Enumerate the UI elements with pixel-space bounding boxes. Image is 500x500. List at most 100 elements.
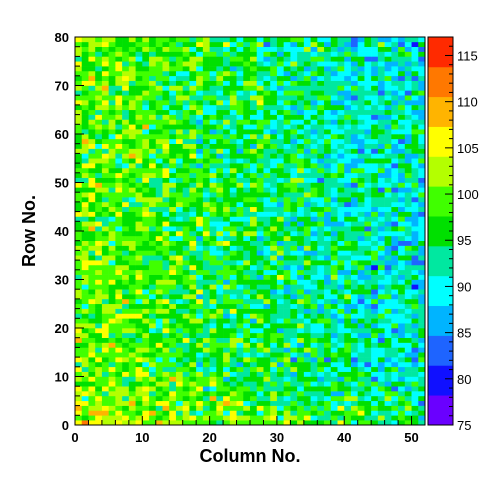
heatmap-cell <box>115 51 123 57</box>
heatmap-cell <box>229 51 237 57</box>
heatmap-cell <box>344 211 352 217</box>
heatmap-cell <box>162 405 170 411</box>
heatmap-cell <box>162 323 170 329</box>
heatmap-cell <box>324 298 332 305</box>
heatmap-cell <box>324 400 332 406</box>
heatmap-cell <box>81 172 89 178</box>
heatmap-cell <box>135 255 143 261</box>
heatmap-cell <box>149 100 157 106</box>
heatmap-cell <box>337 347 345 353</box>
heatmap-cell <box>108 124 116 130</box>
heatmap-cell <box>149 163 157 169</box>
heatmap-cell <box>236 80 244 86</box>
heatmap-cell <box>290 269 298 275</box>
heatmap-cell <box>175 376 183 382</box>
heatmap-cell <box>391 284 399 290</box>
heatmap-cell <box>229 70 237 77</box>
heatmap-cell <box>270 124 278 130</box>
heatmap-cell <box>196 167 204 174</box>
heatmap-cell <box>88 376 96 382</box>
heatmap-cell <box>128 323 136 329</box>
heatmap-cell <box>371 386 379 392</box>
heatmap-cell <box>128 163 136 169</box>
heatmap-cell <box>384 61 392 67</box>
heatmap-cell <box>223 192 231 198</box>
heatmap-cell <box>95 366 103 372</box>
heatmap-cell <box>324 51 332 57</box>
heatmap-cell <box>189 138 197 144</box>
heatmap-cell <box>202 298 210 305</box>
heatmap-cell <box>101 226 109 232</box>
heatmap-cell <box>81 114 89 120</box>
heatmap-cell <box>223 134 231 140</box>
heatmap-cell <box>189 240 197 246</box>
heatmap-cell <box>135 332 143 338</box>
heatmap-cell <box>317 415 325 421</box>
heatmap-cell <box>196 70 204 77</box>
heatmap-cell <box>391 75 399 81</box>
heatmap-cell <box>297 37 305 43</box>
heatmap-cell <box>223 100 231 106</box>
heatmap-cell <box>297 328 305 334</box>
heatmap-cell <box>250 90 258 96</box>
heatmap-cell <box>391 90 399 96</box>
heatmap-cell <box>276 250 284 256</box>
heatmap-cell <box>357 216 365 222</box>
heatmap-cell <box>162 303 170 309</box>
heatmap-cell <box>283 148 291 154</box>
heatmap-cell <box>135 361 143 368</box>
heatmap-cell <box>122 415 130 421</box>
heatmap-cell <box>101 245 109 251</box>
heatmap-cell <box>310 226 318 232</box>
heatmap-cell <box>290 376 298 382</box>
heatmap-cell <box>243 216 251 222</box>
heatmap-cell <box>196 158 204 164</box>
heatmap-cell <box>350 192 358 198</box>
heatmap-cell <box>317 391 325 397</box>
heatmap-cell <box>256 226 264 232</box>
heatmap-cell <box>371 231 379 237</box>
heatmap-cell <box>223 284 231 290</box>
heatmap-cell <box>350 197 358 203</box>
heatmap-cell <box>95 405 103 411</box>
heatmap-cell <box>310 187 318 193</box>
heatmap-cell <box>384 148 392 154</box>
heatmap-cell <box>115 221 123 227</box>
heatmap-cell <box>209 172 217 178</box>
heatmap-cell <box>162 318 170 324</box>
heatmap-cell <box>243 371 251 377</box>
heatmap-cell <box>108 410 116 416</box>
heatmap-cell <box>182 206 190 212</box>
heatmap-cell <box>411 279 419 285</box>
heatmap-cell <box>303 337 311 343</box>
heatmap-cell <box>330 255 338 261</box>
heatmap-cell <box>209 289 217 295</box>
heatmap-cell <box>256 231 264 237</box>
heatmap-cell <box>276 298 284 305</box>
heatmap-cell <box>371 415 379 421</box>
heatmap-cell <box>169 182 177 188</box>
heatmap-cell <box>108 245 116 251</box>
heatmap-cell <box>202 332 210 338</box>
heatmap-cell <box>276 381 284 387</box>
heatmap-cell <box>384 260 392 266</box>
heatmap-cell <box>377 352 385 358</box>
heatmap-cell <box>357 104 365 111</box>
heatmap-cell <box>189 303 197 309</box>
heatmap-cell <box>115 182 123 188</box>
heatmap-cell <box>398 211 406 217</box>
heatmap-cell <box>344 134 352 140</box>
heatmap-cell <box>303 177 311 183</box>
heatmap-cell <box>142 245 150 251</box>
heatmap-cell <box>411 245 419 251</box>
heatmap-cell <box>169 158 177 164</box>
heatmap-cell <box>350 337 358 343</box>
heatmap-cell <box>411 391 419 397</box>
heatmap-cell <box>290 308 298 314</box>
heatmap-cell <box>223 264 231 271</box>
heatmap-cell <box>149 245 157 251</box>
heatmap-cell <box>223 167 231 174</box>
heatmap-cell <box>384 391 392 397</box>
heatmap-cell <box>411 235 419 241</box>
heatmap-cell <box>243 366 251 372</box>
